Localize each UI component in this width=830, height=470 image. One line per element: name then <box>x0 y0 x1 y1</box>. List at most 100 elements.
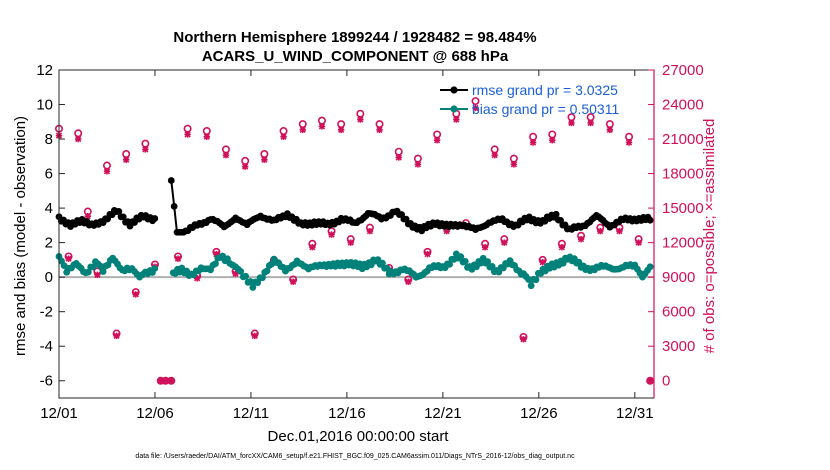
y-right-tick-label: 3000 <box>662 338 695 355</box>
y-right-tick-label: 0 <box>662 373 670 390</box>
obs-assimilated-stroke <box>491 152 498 159</box>
obs-assimilated-point <box>74 135 82 143</box>
obs-assimilated-point <box>337 126 345 134</box>
obs-assimilated-stroke <box>84 213 91 220</box>
x-axis-label: Dec.01,2016 00:00:00 start <box>268 428 450 445</box>
obs-assimilated-point <box>203 133 210 140</box>
y-left-tick-label: 10 <box>36 97 53 114</box>
rmse-series <box>55 177 654 236</box>
x-tick-label: 12/21 <box>424 405 462 422</box>
obs-assimilated-point <box>510 161 518 168</box>
obs-assimilated-point <box>529 139 537 146</box>
obs-assimilated-stroke <box>157 377 164 384</box>
obs-assimilated-stroke <box>577 236 585 243</box>
obs-assimilated-stroke <box>625 139 633 146</box>
footer-note: data file: /Users/raeder/DAI/ATM_forcXX/… <box>135 453 575 460</box>
legend-bias-label: bias grand pr = 0.50311 <box>472 101 619 117</box>
rmse-point <box>119 213 127 221</box>
obs-assimilated-stroke <box>606 126 613 133</box>
y-left-tick-label: 8 <box>45 131 53 148</box>
bias-point <box>212 260 219 268</box>
obs-assimilated-stroke <box>539 259 546 266</box>
obs-assimilated-point <box>299 126 306 134</box>
obs-assimilated-point <box>616 227 623 235</box>
x-tick-label: 12/16 <box>328 405 366 422</box>
bias-point <box>259 274 266 282</box>
obs-assimilated-stroke <box>549 137 556 144</box>
obs-assimilated-point <box>132 291 139 298</box>
obs-assimilated-stroke <box>616 227 623 235</box>
obs-assimilated-point <box>347 239 354 246</box>
bias-point <box>525 276 533 283</box>
bias-point <box>97 262 104 270</box>
x-tick-label: 12/26 <box>520 405 558 422</box>
bias-point <box>646 263 654 271</box>
obs-assimilated-stroke <box>213 251 220 258</box>
obs-assimilated-point <box>453 116 460 123</box>
y-axis-right-label: # of obs: o=possible; ×=assimilated <box>701 119 718 354</box>
obs-assimilated-point <box>357 116 364 123</box>
obs-assimilated-stroke <box>453 116 460 123</box>
obs-assimilated-stroke <box>113 332 120 339</box>
y-right-tick-label: 18000 <box>662 166 704 183</box>
obs-assimilated-stroke <box>366 227 374 235</box>
obs-assimilated-stroke <box>184 131 191 138</box>
obs-assimilated-stroke <box>338 126 345 133</box>
obs-assimilated-stroke <box>222 152 230 159</box>
obs-assimilated-stroke <box>174 255 182 262</box>
plot-background <box>59 70 654 398</box>
y-right-tick-label: 6000 <box>662 304 695 321</box>
y-right-tick-label: 15000 <box>662 200 704 217</box>
obs-assimilated-point <box>405 278 412 285</box>
obs-assimilated-point <box>558 244 566 251</box>
obs-assimilated-stroke <box>318 123 326 130</box>
y-left-tick-label: -4 <box>40 338 53 355</box>
obs-assimilated-point <box>472 104 479 112</box>
obs-assimilated-stroke <box>328 231 335 238</box>
obs-assimilated-point <box>366 227 374 235</box>
x-tick-label: 12/06 <box>136 405 174 422</box>
obs-assimilated-point <box>424 250 431 258</box>
obs-assimilated-point <box>433 137 441 144</box>
obs-assimilated-point <box>174 255 182 262</box>
obs-assimilated-stroke <box>424 251 431 258</box>
obs-assimilated-stroke <box>168 377 175 384</box>
y-left-tick-label: 12 <box>36 62 53 79</box>
bias-point <box>484 258 492 266</box>
obs-assimilated-point <box>395 154 402 161</box>
y-axis-left-label: rmse and bias (model - observation) <box>12 116 29 356</box>
x-tick-label: 12/01 <box>40 405 78 422</box>
obs-assimilated-stroke <box>142 146 149 153</box>
obs-assimilated-point <box>251 332 258 340</box>
obs-assimilated-point <box>162 377 169 384</box>
obs-assimilated-point <box>328 231 335 238</box>
obs-assimilated-point <box>65 255 72 262</box>
x-tick-label: 12/11 <box>233 405 269 422</box>
obs-assimilated-point <box>184 131 191 138</box>
obs-assimilated-stroke <box>103 168 111 175</box>
obs-assimilated-point <box>122 156 130 163</box>
rmse-point <box>167 177 175 184</box>
obs-assimilated-point <box>157 377 164 384</box>
obs-assimilated-point <box>94 271 101 279</box>
obs-assimilated-point <box>606 126 614 134</box>
legend-bias-marker <box>450 105 458 113</box>
obs-assimilated-point <box>168 377 175 384</box>
obs-assimilated-point <box>414 161 422 168</box>
obs-assimilated-stroke <box>433 137 441 144</box>
rmse-point <box>646 216 654 224</box>
bias-point <box>237 268 245 275</box>
obs-assimilated-stroke <box>357 116 364 123</box>
bias-point <box>532 276 540 284</box>
obs-assimilated-stroke <box>203 133 210 140</box>
chart-title: Northern Hemisphere 1899244 / 1928482 = … <box>173 29 536 46</box>
legend-rmse-label: rmse grand pr = 3.0325 <box>472 82 618 98</box>
obs-assimilated-stroke <box>65 255 72 262</box>
obs-assimilated-point <box>491 151 498 159</box>
obs-assimilated-stroke <box>568 119 575 127</box>
obs-assimilated-stroke <box>290 278 297 285</box>
obs-assimilated-stroke <box>481 244 489 251</box>
obs-assimilated-point <box>587 119 594 127</box>
obs-assimilated-point <box>113 332 120 340</box>
